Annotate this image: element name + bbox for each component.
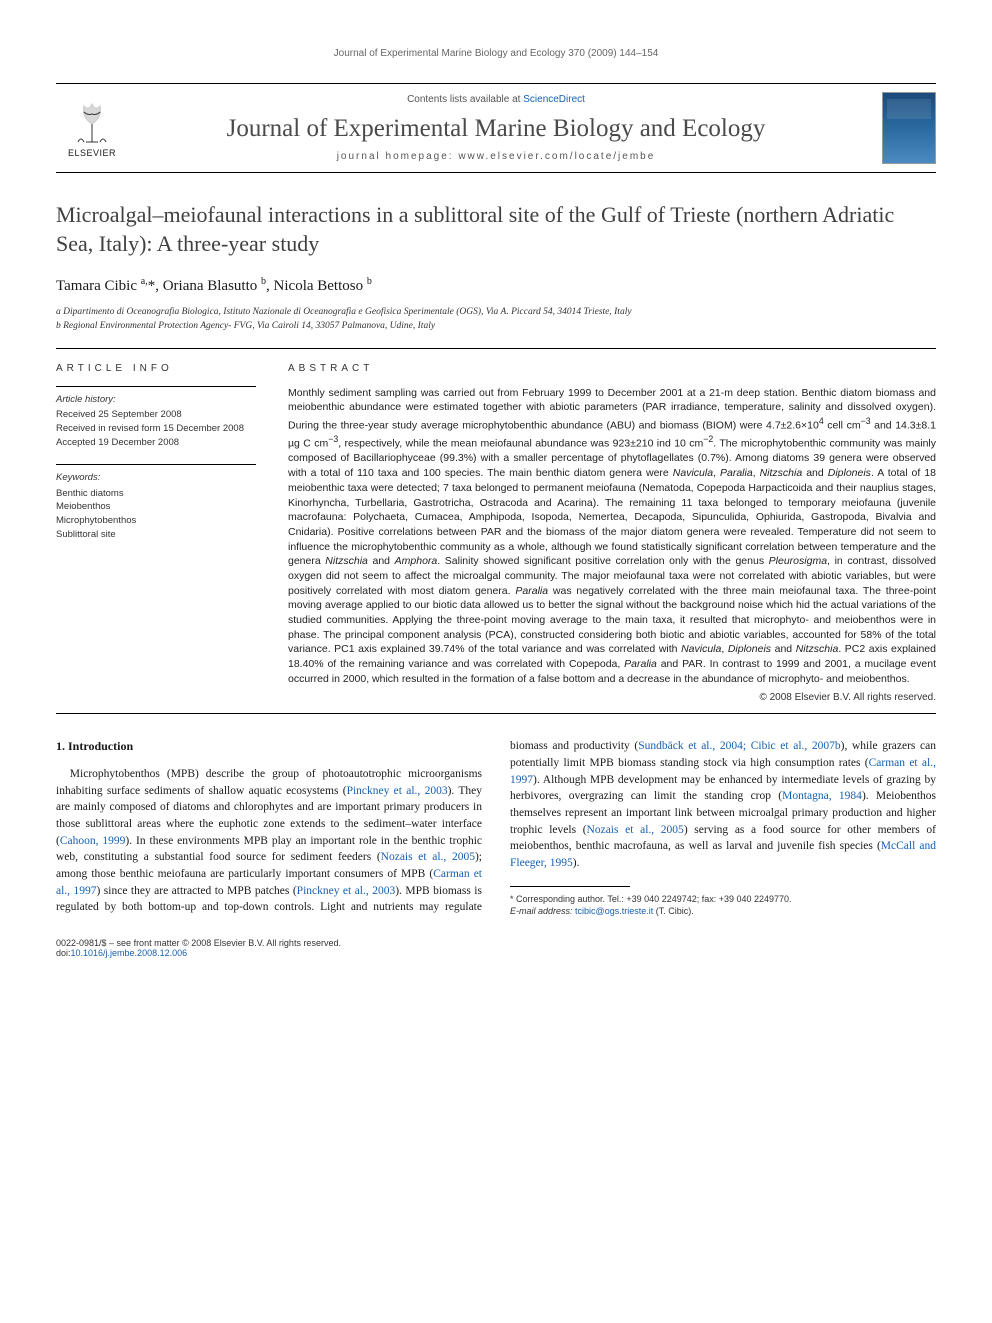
article-title: Microalgal–meiofaunal interactions in a …: [56, 201, 936, 258]
contents-prefix: Contents lists available at: [407, 94, 523, 105]
contents-line: Contents lists available at ScienceDirec…: [128, 94, 864, 105]
history-revised: Received in revised form 15 December 200…: [56, 422, 256, 436]
intro-paragraph: Microphytobenthos (MPB) describe the gro…: [56, 738, 936, 918]
history-accepted: Accepted 19 December 2008: [56, 436, 256, 450]
corresponding-author-note: * Corresponding author. Tel.: +39 040 22…: [510, 893, 936, 906]
footer-left: 0022-0981/$ – see front matter © 2008 El…: [56, 938, 341, 958]
homepage-line: journal homepage: www.elsevier.com/locat…: [128, 151, 864, 162]
sciencedirect-link[interactable]: ScienceDirect: [523, 94, 585, 105]
corresponding-email-link[interactable]: tcibic@ogs.trieste.it: [575, 906, 653, 916]
keyword-4: Sublittoral site: [56, 528, 256, 542]
doi-line: doi:10.1016/j.jembe.2008.12.006: [56, 948, 341, 958]
homepage-url: www.elsevier.com/locate/jembe: [458, 151, 655, 162]
history-received: Received 25 September 2008: [56, 408, 256, 422]
email-line: E-mail address: tcibic@ogs.trieste.it (T…: [510, 905, 936, 918]
abstract-label: ABSTRACT: [288, 363, 936, 374]
footnotes: * Corresponding author. Tel.: +39 040 22…: [510, 893, 936, 918]
affiliation-a: a Dipartimento di Oceanografia Biologica…: [56, 305, 936, 319]
abstract-text: Monthly sediment sampling was carried ou…: [288, 386, 936, 687]
abstract-column: ABSTRACT Monthly sediment sampling was c…: [288, 363, 936, 704]
journal-name: Journal of Experimental Marine Biology a…: [128, 115, 864, 143]
doi-link[interactable]: 10.1016/j.jembe.2008.12.006: [71, 948, 188, 958]
journal-cover-thumb: [882, 92, 936, 164]
page-footer: 0022-0981/$ – see front matter © 2008 El…: [56, 938, 936, 958]
homepage-prefix: journal homepage:: [337, 151, 459, 162]
body-columns: 1. Introduction Microphytobenthos (MPB) …: [56, 738, 936, 918]
publisher-block: ELSEVIER: [56, 98, 128, 158]
keywords-heading: Keywords:: [56, 471, 256, 485]
doi-prefix: doi:: [56, 948, 71, 958]
article-history-block: Article history: Received 25 September 2…: [56, 386, 256, 450]
keywords-block: Keywords: Benthic diatoms Meiobenthos Mi…: [56, 464, 256, 542]
journal-banner: ELSEVIER Contents lists available at Sci…: [56, 83, 936, 173]
front-matter-line: 0022-0981/$ – see front matter © 2008 El…: [56, 938, 341, 948]
publisher-name: ELSEVIER: [68, 148, 116, 158]
authors: Tamara Cibic a,*, Oriana Blasutto b, Nic…: [56, 276, 936, 295]
elsevier-tree-icon: [68, 98, 116, 146]
history-heading: Article history:: [56, 393, 256, 407]
keyword-1: Benthic diatoms: [56, 487, 256, 501]
footnote-rule: [510, 886, 630, 887]
article-info-column: ARTICLE INFO Article history: Received 2…: [56, 363, 256, 704]
keyword-2: Meiobenthos: [56, 500, 256, 514]
abstract-copyright: © 2008 Elsevier B.V. All rights reserved…: [288, 692, 936, 703]
email-label: E-mail address:: [510, 906, 573, 916]
affiliation-b: b Regional Environmental Protection Agen…: [56, 319, 936, 333]
article-info-label: ARTICLE INFO: [56, 363, 256, 374]
keyword-3: Microphytobenthos: [56, 514, 256, 528]
divider-rule: [56, 713, 936, 714]
email-who: (T. Cibic).: [656, 906, 694, 916]
affiliations: a Dipartimento di Oceanografia Biologica…: [56, 305, 936, 334]
running-head: Journal of Experimental Marine Biology a…: [56, 48, 936, 59]
intro-heading: 1. Introduction: [56, 738, 482, 755]
